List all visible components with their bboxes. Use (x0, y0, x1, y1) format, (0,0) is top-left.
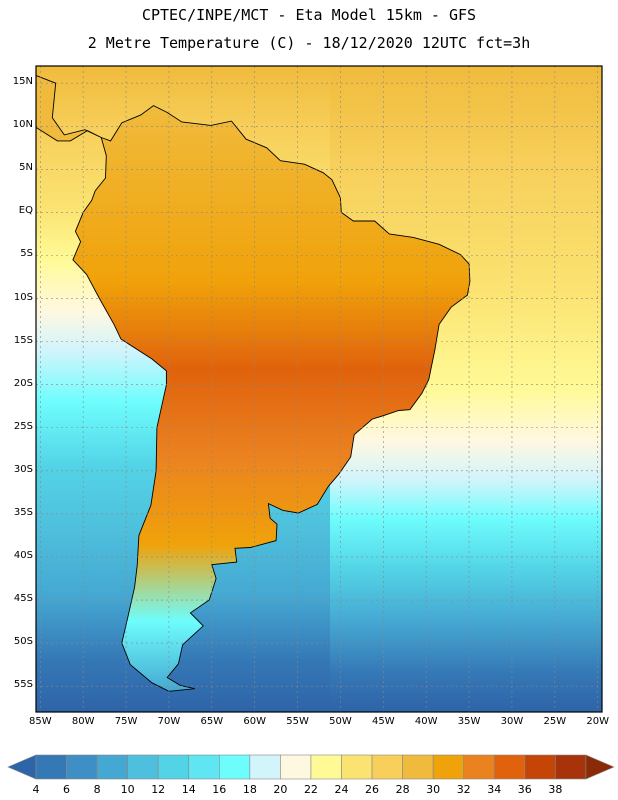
colorbar-max-arrow (585, 754, 615, 780)
lat-tick-label: 15N (12, 76, 33, 88)
colorbar-label: 36 (517, 783, 532, 796)
colorbar-box (555, 754, 587, 780)
colorbar-label: 14 (181, 783, 196, 796)
lon-tick-label: 20W (586, 716, 610, 727)
colorbar-box (524, 754, 556, 780)
lat-tick-label: 25S (13, 420, 33, 432)
colorbar-label: 4 (32, 783, 40, 796)
colorbar-min-arrow (7, 754, 37, 780)
lat-tick-label: 30S (13, 463, 33, 475)
colorbar-box (219, 754, 251, 780)
colorbar-box (341, 754, 373, 780)
colorbar-label: 18 (242, 783, 257, 796)
central-america-landmass (36, 75, 102, 142)
lon-tick-label: 60W (243, 716, 266, 727)
lat-tick-label: 45S (13, 593, 33, 605)
lon-tick-label: 30W (500, 716, 524, 727)
lon-tick-label: 70W (157, 716, 181, 727)
colorbar-box (157, 754, 190, 780)
colorbar-box (96, 754, 128, 780)
lon-tick-label: 85W (28, 716, 52, 727)
continent-field (36, 75, 471, 692)
lon-tick-label: 75W (114, 716, 138, 727)
colorbar-box (402, 754, 434, 780)
colorbar-box (66, 754, 98, 780)
lon-tick-label: 55W (286, 716, 309, 727)
colorbar-box (310, 754, 342, 780)
lat-tick-label: EQ (18, 205, 33, 217)
colorbar-box (463, 754, 495, 780)
colorbar-label: 24 (334, 783, 349, 796)
colorbar-label: 20 (273, 783, 288, 796)
colorbar-box (188, 754, 220, 780)
lon-tick-label: 25W (543, 716, 567, 727)
graticule (36, 66, 602, 712)
colorbar-box (432, 754, 464, 780)
south-america-landmass (72, 105, 471, 692)
lon-tick-label: 65W (200, 716, 224, 727)
lat-tick-label: 10S (13, 291, 33, 303)
colorbar-label: 6 (63, 783, 71, 796)
lat-tick-label: 50S (13, 636, 33, 648)
colorbar-label: 26 (365, 783, 380, 796)
colorbar-label: 28 (395, 783, 410, 796)
map-frame (35, 65, 603, 713)
map-subtitle: 2 Metre Temperature (C) - 18/12/2020 12U… (87, 34, 531, 52)
lat-tick-label: 15S (13, 334, 33, 346)
lon-tick-label: 45W (372, 716, 395, 727)
colorbar (7, 754, 615, 780)
colorbar-label: 32 (456, 783, 471, 796)
colorbar-label: 8 (93, 783, 101, 796)
colorbar-label: 34 (487, 783, 502, 796)
colorbar-box (127, 754, 159, 780)
lat-tick-label: 5N (19, 162, 33, 174)
lon-tick-label: 50W (329, 716, 352, 727)
colorbar-box (493, 754, 526, 780)
lon-tick-label: 40W (414, 716, 438, 727)
lat-tick-label: 10N (12, 119, 33, 131)
colorbar-label: 12 (151, 783, 166, 796)
lat-tick-label: 55S (13, 679, 33, 691)
map-title: CPTEC/INPE/MCT - Eta Model 15km - GFS (141, 6, 477, 24)
colorbar-label: 38 (548, 783, 563, 796)
colorbar-box (280, 754, 312, 780)
lon-tick-label: 35W (457, 716, 481, 727)
lat-tick-label: 35S (13, 506, 33, 518)
lat-tick-label: 5S (20, 248, 33, 260)
colorbar-box (249, 754, 281, 780)
colorbar-label: 22 (303, 783, 318, 796)
lat-tick-label: 40S (13, 549, 33, 561)
colorbar-label: 16 (212, 783, 227, 796)
colorbar-label: 10 (120, 783, 135, 796)
colorbar-label: 30 (426, 783, 441, 796)
colorbar-box (35, 754, 67, 780)
lon-tick-label: 80W (71, 716, 95, 727)
lat-tick-label: 20S (13, 377, 33, 389)
colorbar-box (371, 754, 403, 780)
